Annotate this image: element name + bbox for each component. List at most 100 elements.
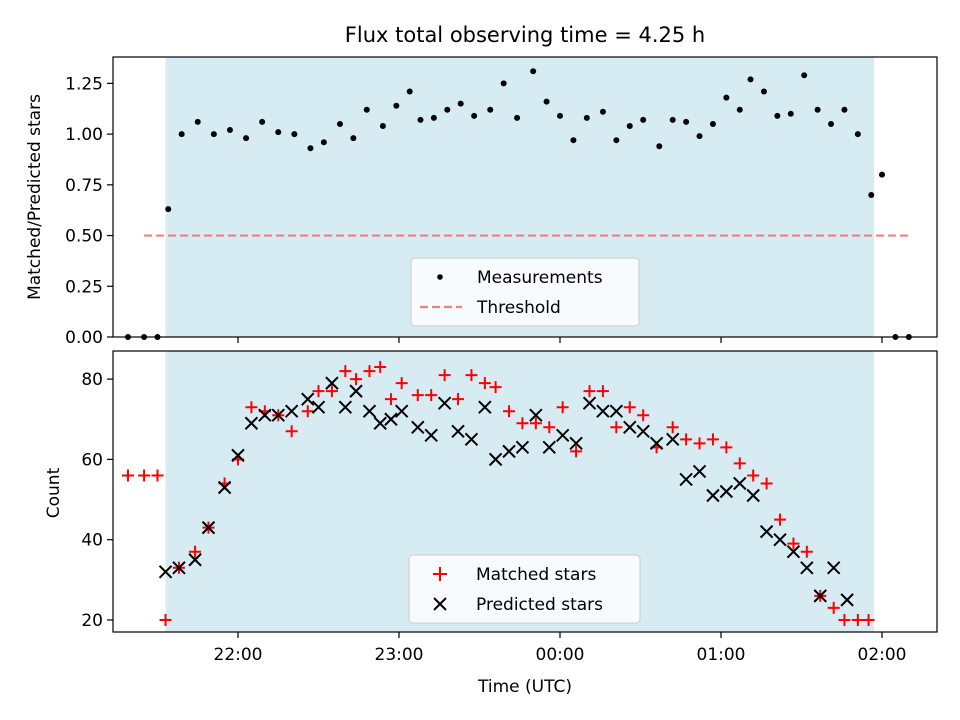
measurement-point <box>747 76 754 83</box>
y-tick-label: 0.00 <box>65 328 103 348</box>
ratio-y-axis-label: Matched/Predicted stars <box>25 94 45 300</box>
matched-star-point <box>489 381 502 394</box>
measurement-point <box>444 106 451 113</box>
matched-star-point <box>760 477 773 490</box>
matched-star-point <box>465 369 478 382</box>
predicted-star-point <box>201 520 216 535</box>
measurement-point <box>291 131 298 138</box>
predicted-star-point <box>338 400 353 414</box>
matched-star-point <box>301 405 314 418</box>
matched-star-point <box>543 421 556 434</box>
measurement-point <box>500 80 507 87</box>
measurement-point <box>723 94 730 101</box>
predicted-star-point <box>172 561 186 575</box>
count-panel: 20 40 60 80 22:00 23:00 00:00 01:00 02:00 Count… <box>44 350 938 697</box>
predicted-star-point <box>188 553 202 567</box>
measurement-point <box>557 112 563 119</box>
measurement-point <box>626 122 633 129</box>
matched-star-point <box>438 369 451 382</box>
matched-star-point <box>610 421 623 434</box>
count-legend: Matched stars Predicted stars <box>408 554 641 624</box>
measurement-point <box>350 135 357 142</box>
x-tick-label: 00:00 <box>536 645 585 665</box>
predicted-star-point <box>284 404 299 418</box>
measurement-point <box>336 120 343 127</box>
predicted-star-point <box>515 440 530 455</box>
chart-title: Flux total observing time = 4.25 h <box>345 23 705 47</box>
matched-star-point <box>478 377 491 390</box>
count-y-axis-label: Count <box>44 467 64 518</box>
measurement-point <box>570 137 577 144</box>
matched-star-point <box>245 401 258 414</box>
predicted-star-point <box>424 428 438 443</box>
predicted-star-point <box>311 400 326 414</box>
measurement-point <box>243 135 250 142</box>
measurement-point <box>259 118 266 125</box>
ratio-series <box>124 68 912 340</box>
x-axis-label: Time (UTC) <box>477 677 572 697</box>
measurement-point <box>774 112 781 119</box>
predicted-star-point <box>746 488 760 503</box>
matched-star-point <box>452 393 465 406</box>
matched-star-point <box>411 389 424 402</box>
ratio-legend-label-measurements: Measurements <box>477 268 603 288</box>
count-x-axis-ticks: 22:00 23:00 00:00 01:00 02:00 <box>214 632 907 665</box>
predicted-star-point <box>325 376 339 390</box>
count-legend-box <box>408 554 641 624</box>
predicted-star-point <box>502 444 516 459</box>
predicted-star-point <box>258 408 272 422</box>
matched-star-point <box>862 613 875 626</box>
count-legend-marker-predicted <box>433 597 447 611</box>
measurement-point <box>669 116 676 123</box>
matched-star-point <box>680 433 693 446</box>
matched-star-point <box>706 433 719 446</box>
predicted-star-point <box>692 464 707 479</box>
predicted-star-point <box>569 436 583 451</box>
predicted-star-point <box>679 472 693 487</box>
measurement-point <box>656 143 663 150</box>
matched-star-point <box>529 417 542 430</box>
measurement-point <box>320 139 327 146</box>
matched-star-point <box>312 385 325 398</box>
count-series <box>121 361 875 626</box>
matched-star-point <box>516 417 529 430</box>
measurement-point <box>854 131 861 138</box>
predicted-star-point <box>301 392 315 406</box>
measurement-point <box>709 120 716 127</box>
measurement-point <box>828 120 835 127</box>
measurement-point <box>613 137 620 144</box>
predicted-star-point <box>464 432 479 447</box>
matched-star-point <box>384 393 397 406</box>
matched-star-point <box>189 545 202 558</box>
x-tick-label: 23:00 <box>375 645 424 665</box>
measurement-point <box>514 114 521 121</box>
measurement-point <box>760 88 767 95</box>
ratio-x-axis-ticks <box>237 337 883 343</box>
measurement-point <box>379 122 386 129</box>
measurement-point <box>430 114 437 121</box>
predicted-star-point <box>271 408 285 422</box>
y-tick-label: 1.25 <box>65 74 103 94</box>
ratio-axes-frame <box>112 56 938 338</box>
predicted-star-point <box>362 404 377 418</box>
predicted-star-point <box>555 428 570 443</box>
ratio-legend-box <box>410 257 640 327</box>
matched-star-point <box>851 613 864 626</box>
measurement-point <box>178 131 185 138</box>
matched-star-point <box>693 437 706 450</box>
ratio-legend-marker-measurements <box>437 274 443 280</box>
predicted-star-point <box>706 488 720 503</box>
ratio-y-axis-ticks: 0.00 0.25 0.50 0.75 1.00 1.25 <box>65 74 113 348</box>
count-legend-label-predicted: Predicted stars <box>476 595 603 615</box>
predicted-star-point <box>158 565 173 579</box>
predicted-star-point <box>582 396 597 410</box>
count-axes-frame <box>112 350 938 633</box>
predicted-star-point <box>773 532 787 547</box>
matched-star-point <box>159 613 172 626</box>
predicted-star-point <box>384 412 398 426</box>
predicted-star-point <box>759 524 774 539</box>
predicted-star-point <box>596 404 610 418</box>
y-tick-label: 0.50 <box>65 227 103 247</box>
matched-star-point <box>138 469 151 482</box>
matched-star-point <box>121 469 134 482</box>
